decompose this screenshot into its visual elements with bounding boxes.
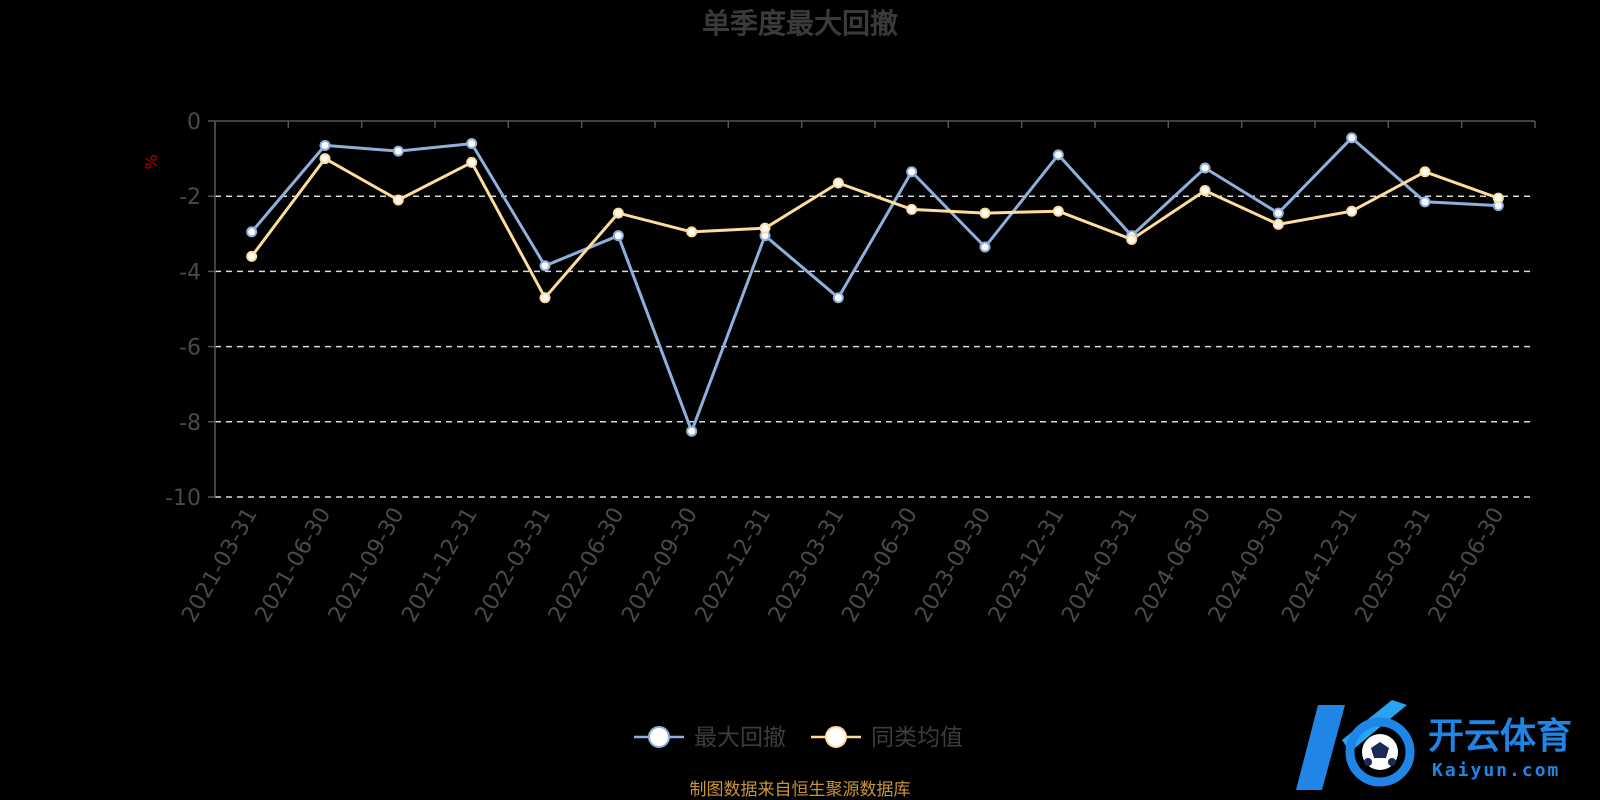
y-tick-label: -10	[165, 486, 201, 511]
data-point[interactable]	[1272, 218, 1284, 230]
data-point[interactable]	[906, 203, 918, 215]
data-point[interactable]	[319, 153, 331, 165]
y-tick-label: -4	[179, 260, 201, 285]
x-tick-label: 2024-09-30	[1204, 504, 1290, 627]
data-point[interactable]	[686, 425, 698, 437]
data-point[interactable]	[1199, 162, 1211, 174]
y-tick-label: -2	[179, 185, 201, 210]
x-tick-label: 2024-06-30	[1131, 504, 1217, 627]
data-point[interactable]	[466, 156, 478, 168]
legend[interactable]: 最大回撤 同类均值	[634, 725, 963, 751]
y-tick-label: -6	[179, 336, 201, 361]
y-tick-labels: 0 -2 -4 -6 -8 -10	[165, 110, 201, 511]
data-point[interactable]	[979, 241, 991, 253]
data-point[interactable]	[246, 226, 258, 238]
x-tick-label: 2022-06-30	[544, 504, 630, 627]
y-tick-label: 0	[187, 110, 201, 135]
x-tick-label: 2023-06-30	[837, 504, 923, 627]
axes	[208, 120, 1536, 498]
x-tick-label: 2022-03-31	[471, 504, 557, 627]
legend-marker-peer-average	[825, 726, 847, 748]
x-tick-label: 2024-12-31	[1277, 504, 1363, 627]
data-point[interactable]	[1419, 196, 1431, 208]
data-point[interactable]	[832, 292, 844, 304]
legend-marker-max-drawdown	[648, 726, 670, 748]
data-point[interactable]	[832, 177, 844, 189]
data-point[interactable]	[539, 260, 551, 272]
x-tick-labels: 2021-03-312021-06-302021-09-302021-12-31…	[177, 504, 1509, 627]
x-tick-label: 2023-12-31	[984, 504, 1070, 627]
x-tick-label: 2021-06-30	[251, 504, 337, 627]
x-tick-label: 2024-03-31	[1057, 504, 1143, 627]
data-point[interactable]	[1052, 205, 1064, 217]
legend-item-max-drawdown[interactable]: 最大回撤	[634, 725, 786, 751]
gridlines	[215, 195, 1535, 498]
data-point[interactable]	[1492, 192, 1504, 204]
legend-label-peer-average: 同类均值	[871, 725, 963, 751]
x-tick-label: 2025-03-31	[1351, 504, 1437, 627]
data-point[interactable]	[1126, 233, 1138, 245]
data-point[interactable]	[612, 207, 624, 219]
x-tick-label: 2022-09-30	[617, 504, 703, 627]
x-tick-label: 2025-06-30	[1424, 504, 1510, 627]
data-point[interactable]	[246, 250, 258, 262]
data-point[interactable]	[392, 194, 404, 206]
x-tick-label: 2023-09-30	[911, 504, 997, 627]
data-point[interactable]	[1052, 149, 1064, 161]
y-axis-unit: %	[142, 154, 161, 169]
series-line-0	[250, 136, 1499, 433]
data-point[interactable]	[759, 222, 771, 234]
data-point[interactable]	[1419, 166, 1431, 178]
data-point[interactable]	[686, 226, 698, 238]
watermark: 开云体育 Kaiyun.com	[1296, 700, 1572, 790]
data-point[interactable]	[1272, 207, 1284, 219]
x-tick-label: 2023-03-31	[764, 504, 850, 627]
x-tick-label: 2021-12-31	[397, 504, 483, 627]
series-layer	[246, 132, 1504, 437]
y-tick-label: -8	[179, 411, 201, 436]
data-point[interactable]	[979, 207, 991, 219]
source-note: 制图数据来自恒生聚源数据库	[690, 780, 911, 800]
data-point[interactable]	[1346, 132, 1358, 144]
x-tick-label: 2021-09-30	[324, 504, 410, 627]
data-point[interactable]	[906, 166, 918, 178]
data-point[interactable]	[466, 138, 478, 150]
x-tick-label: 2021-03-31	[177, 504, 263, 627]
legend-label-max-drawdown: 最大回撤	[694, 725, 786, 751]
x-tick-label: 2022-12-31	[691, 504, 777, 627]
data-point[interactable]	[1346, 205, 1358, 217]
watermark-brand-en: Kaiyun.com	[1432, 760, 1560, 781]
kaiyun-logo-icon	[1296, 700, 1415, 790]
legend-item-peer-average[interactable]: 同类均值	[811, 725, 963, 751]
data-point[interactable]	[612, 230, 624, 242]
data-point[interactable]	[392, 145, 404, 157]
watermark-brand-cn: 开云体育	[1428, 716, 1572, 757]
data-point[interactable]	[1199, 185, 1211, 197]
chart-title: 单季度最大回撤	[702, 7, 898, 40]
data-point[interactable]	[539, 292, 551, 304]
series-line-1	[250, 157, 1499, 300]
data-point[interactable]	[319, 139, 331, 151]
